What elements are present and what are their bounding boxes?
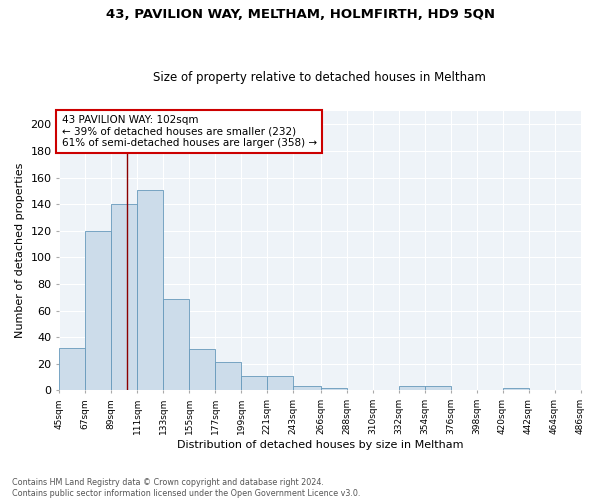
Bar [112,204,137,390]
Bar [320,388,347,390]
Bar [190,349,215,391]
Bar [268,376,293,390]
Bar [163,298,190,390]
Bar [503,388,529,390]
Bar [59,348,85,391]
Bar [398,386,425,390]
Text: 43 PAVILION WAY: 102sqm
← 39% of detached houses are smaller (232)
61% of semi-d: 43 PAVILION WAY: 102sqm ← 39% of detache… [62,115,317,148]
Bar [85,231,112,390]
Title: Size of property relative to detached houses in Meltham: Size of property relative to detached ho… [154,70,487,84]
Text: Contains HM Land Registry data © Crown copyright and database right 2024.
Contai: Contains HM Land Registry data © Crown c… [12,478,361,498]
Bar [293,386,320,390]
X-axis label: Distribution of detached houses by size in Meltham: Distribution of detached houses by size … [176,440,463,450]
Text: 43, PAVILION WAY, MELTHAM, HOLMFIRTH, HD9 5QN: 43, PAVILION WAY, MELTHAM, HOLMFIRTH, HD… [106,8,494,20]
Y-axis label: Number of detached properties: Number of detached properties [15,163,25,338]
Bar [425,386,451,390]
Bar [241,376,268,390]
Bar [215,362,241,390]
Bar [137,190,163,390]
